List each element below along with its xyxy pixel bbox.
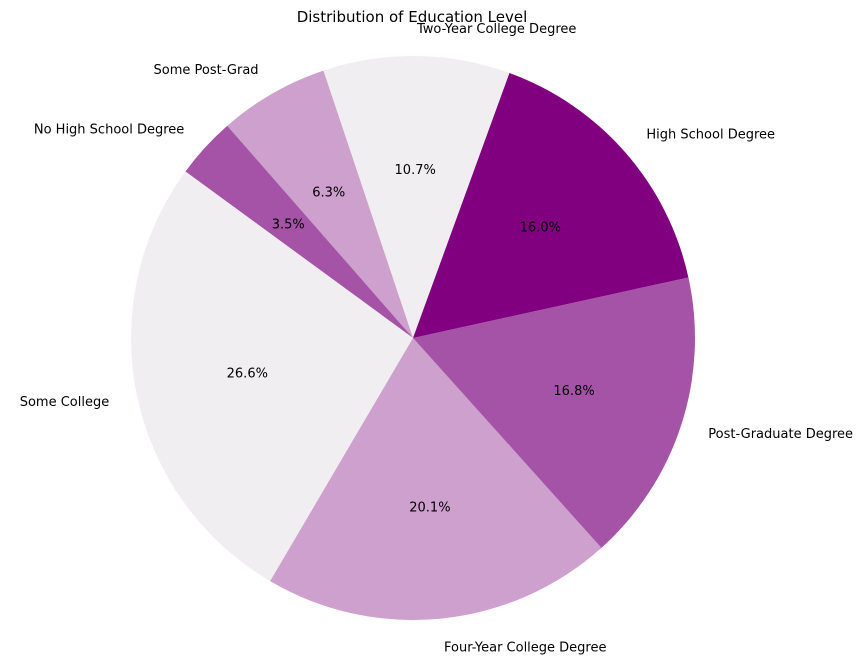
- pie-slice-some-post-grad: [227, 70, 413, 338]
- pie-category-label: Some College: [20, 395, 110, 410]
- pie-category-label: High School Degree: [646, 128, 775, 143]
- pie-category-label: Some Post-Grad: [154, 63, 259, 78]
- pie-value-label: 10.7%: [395, 163, 436, 178]
- pie-category-label: Two-Year College Degree: [416, 22, 576, 37]
- pie-category-label: Post-Graduate Degree: [708, 427, 853, 442]
- pie-value-label: 20.1%: [409, 500, 450, 515]
- pie-labels: Two-Year College Degree 10.7% Some Post-Gr…: [20, 22, 853, 656]
- pie-value-label: 3.5%: [272, 218, 305, 233]
- pie-category-label: Four-Year College Degree: [444, 641, 606, 656]
- pie-slices: [131, 56, 695, 620]
- pie-value-label: 16.8%: [553, 384, 594, 399]
- pie-slice-post-graduate-degree: [413, 277, 695, 548]
- pie-slice-four-year-college-degree: [270, 338, 602, 620]
- pie-value-label: 6.3%: [312, 185, 345, 200]
- pie-value-label: 16.0%: [520, 221, 561, 236]
- pie-category-label: No High School Degree: [34, 122, 184, 137]
- chart-title: Distribution of Education Level: [297, 8, 528, 26]
- pie-value-label: 26.6%: [227, 366, 268, 381]
- pie-slice-two-year-college-degree: [323, 56, 510, 338]
- pie-slice-high-school-degree: [413, 73, 689, 338]
- pie-slice-no-high-school-degree: [185, 125, 413, 338]
- pie-slice-some-college: [131, 171, 413, 582]
